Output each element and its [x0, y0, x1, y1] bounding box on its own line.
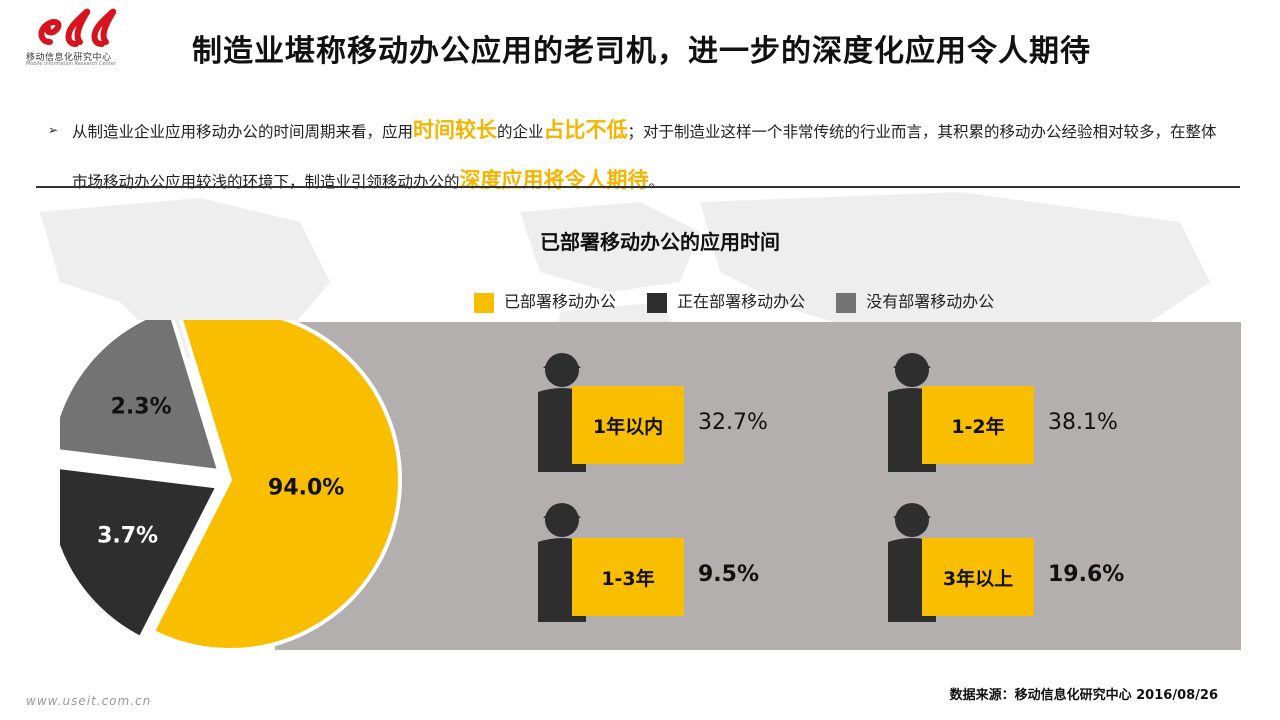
duration-card-1-2-years: 1-2年 38.1% [876, 352, 1118, 482]
duration-card-1-3-years: 1-3年 9.5% [526, 502, 760, 632]
duration-value: 38.1% [1048, 410, 1118, 435]
legend-label-deploying: 正在部署移动办公 [677, 292, 806, 311]
duration-card-over-3-years: 3年以上 19.6% [876, 502, 1124, 632]
intro-highlight-2: 占比不低 [543, 118, 628, 142]
intro-part-1: 从制造业企业应用移动办公的时间周期来看，应用 [72, 123, 414, 141]
legend-item-deployed: 已部署移动办公 [474, 288, 616, 313]
pie-slice-deploying [60, 465, 221, 641]
pie-label-not-deployed: 2.3% [111, 394, 172, 419]
pie-label-deploying: 3.7% [97, 523, 158, 548]
duration-value: 19.6% [1048, 562, 1125, 587]
header-divider [36, 186, 1240, 188]
duration-value: 32.7% [698, 410, 768, 435]
pie-chart: 94.0% 3.7% 2.3% [60, 320, 402, 650]
logo-name-en: Mobile Information Research Center [26, 61, 116, 67]
intro-highlight-1: 时间较长 [413, 118, 498, 142]
duration-label: 1-3年 [572, 538, 684, 616]
pie-slice-deployed [150, 320, 402, 650]
duration-label: 1年以内 [572, 386, 684, 464]
legend-swatch-not-deployed [836, 292, 857, 313]
legend-item-deploying: 正在部署移动办公 [647, 288, 805, 313]
intro-highlight-3: 深度应用将令人期待 [459, 168, 649, 192]
legend-label-not-deployed: 没有部署移动办公 [866, 292, 995, 311]
legend-item-not-deployed: 没有部署移动办公 [836, 288, 994, 313]
intro-part-2: 的企业 [497, 123, 544, 141]
intro-paragraph: ➢ 从制造业企业应用移动办公的时间周期来看，应用时间较长的企业占比不低；对于制造… [48, 106, 1228, 206]
legend-swatch-deployed [474, 292, 494, 313]
logo-mark-icon [38, 8, 117, 47]
pie-slice-not-deployed [60, 320, 223, 474]
data-source: 数据来源：移动信息化研究中心 2016/08/26 [949, 688, 1218, 703]
chart-background-panel [275, 322, 1241, 650]
duration-card-within-1-year: 1年以内 32.7% [526, 352, 768, 482]
intro-part-4: 。 [648, 173, 665, 191]
pie-label-deployed: 94.0% [268, 476, 344, 501]
legend-label-deployed: 已部署移动办公 [504, 292, 617, 311]
logo: 移动信息化研究中心 Mobile Information Research Ce… [22, 6, 142, 68]
intro-text: 从制造业企业应用移动办公的时间周期来看，应用时间较长的企业占比不低；对于制造业这… [72, 106, 1228, 206]
chart-title: 已部署移动办公的应用时间 [540, 230, 780, 254]
duration-label: 1-2年 [922, 386, 1034, 464]
chart-legend: 已部署移动办公 正在部署移动办公 没有部署移动办公 [474, 288, 1020, 313]
duration-label: 3年以上 [922, 538, 1034, 616]
logo-name-cn: 移动信息化研究中心 [26, 53, 112, 63]
bullet-arrow-icon: ➢ [48, 123, 59, 137]
duration-value: 9.5% [698, 562, 760, 587]
site-watermark: www.useit.com.cn [26, 694, 152, 708]
legend-swatch-deploying [647, 292, 668, 313]
page-title: 制造业堪称移动办公应用的老司机，进一步的深度化应用令人期待 [192, 34, 1091, 69]
